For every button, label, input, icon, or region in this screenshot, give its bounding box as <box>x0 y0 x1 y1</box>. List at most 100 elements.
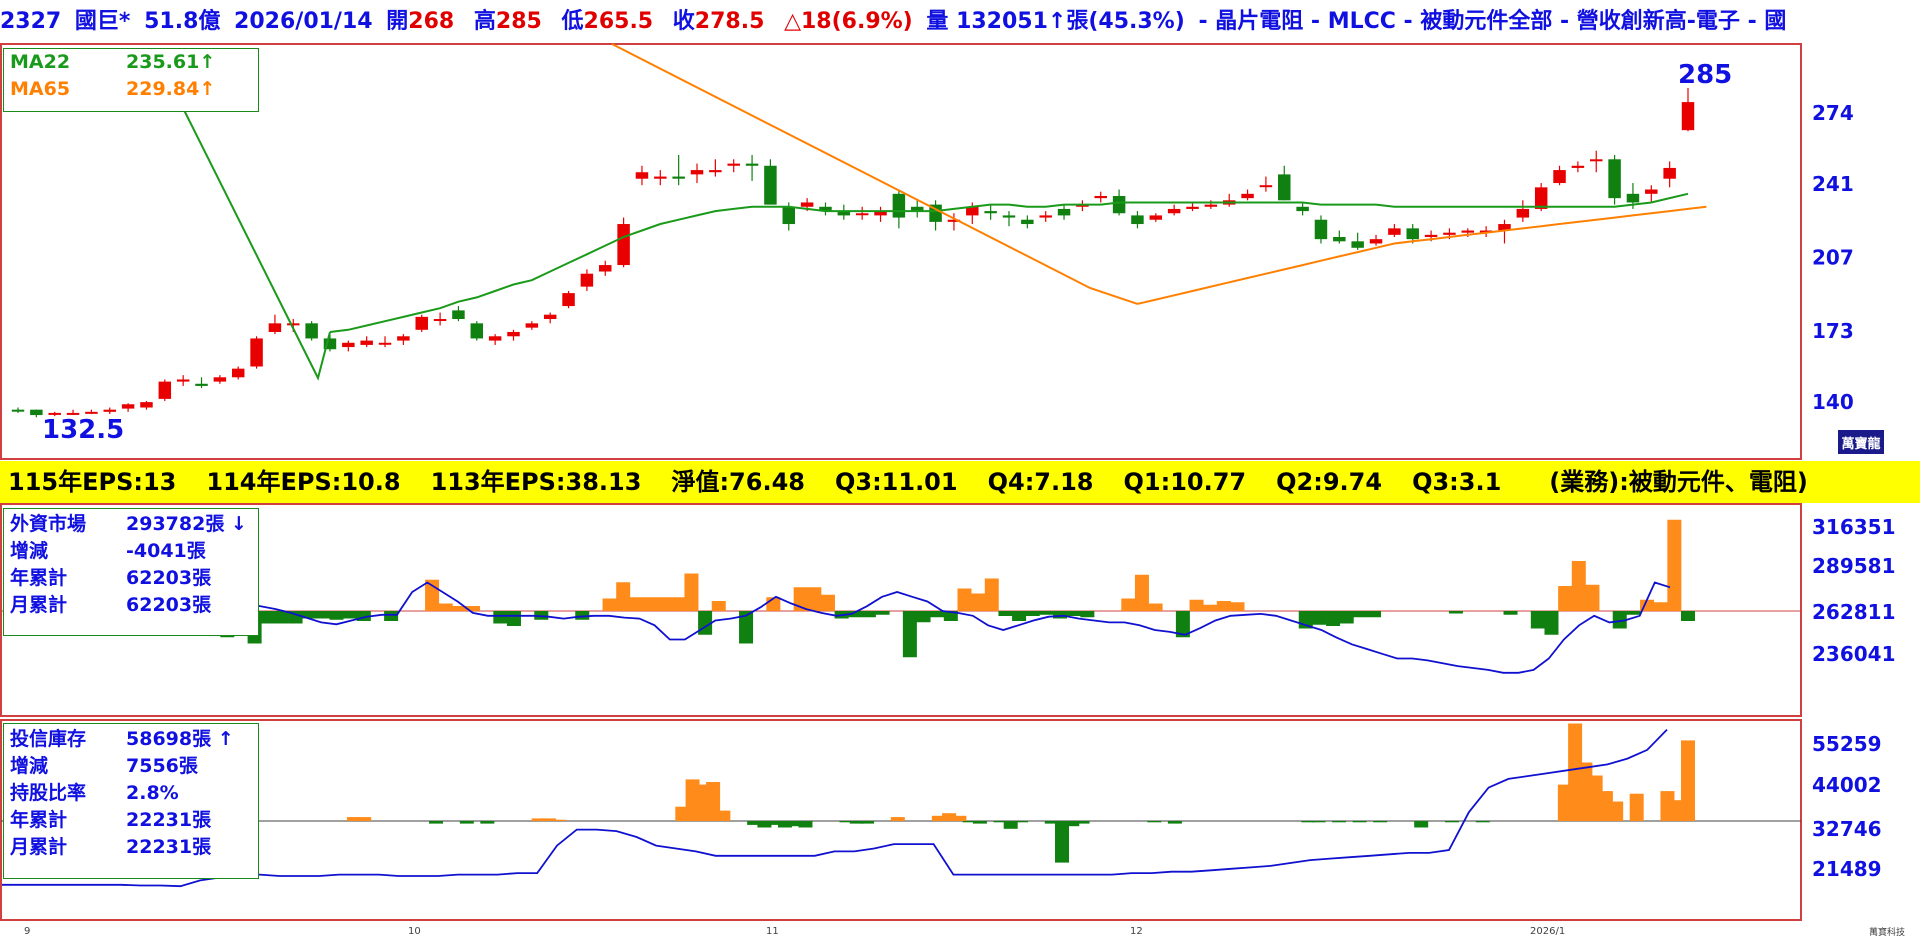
candle-body <box>1076 204 1089 207</box>
foreign-bar <box>384 611 399 621</box>
foreign-ytd-value: 62203張 <box>126 567 212 589</box>
header-bar: 2327 國巨* 51.8億 2026/01/14 開268 高285 低265… <box>0 0 1920 44</box>
candle-body <box>1351 241 1364 248</box>
ma65-label: MA65 <box>10 78 71 100</box>
candle-body <box>360 340 373 345</box>
foreign-bar <box>1585 584 1600 611</box>
trust-bar <box>788 821 803 827</box>
foreign-bar <box>343 611 358 619</box>
trust-bar <box>767 821 782 825</box>
trust-bar <box>1681 740 1695 821</box>
x-tick-label: 11 <box>766 926 779 937</box>
foreign-y-tick: 316351 <box>1812 515 1896 539</box>
foreign-bar <box>629 597 644 611</box>
candle-body <box>1461 230 1475 233</box>
trust-bar <box>1352 821 1367 823</box>
candle-body <box>745 163 759 166</box>
price-panel-frame <box>0 43 1802 460</box>
price-y-tick: 241 <box>1812 172 1854 196</box>
trust-bar <box>1475 821 1490 823</box>
price-high-label: 285 <box>1678 60 1732 90</box>
foreign-bar <box>506 611 521 626</box>
candle-body <box>672 176 685 179</box>
ma65-lead-line <box>611 43 1138 305</box>
trust-change-label: 增減 <box>10 755 49 777</box>
candle-body <box>342 342 355 348</box>
trust-bar <box>541 818 556 821</box>
foreign-bar <box>493 611 508 624</box>
foreign-bar <box>1530 611 1545 629</box>
trust-bar <box>346 817 361 821</box>
trust-bar <box>952 815 967 821</box>
trust-bar <box>1013 821 1028 823</box>
candle-body <box>617 224 630 266</box>
candle-body <box>1002 215 1016 218</box>
foreign-bar <box>1312 611 1327 625</box>
foreign-bar <box>261 611 276 624</box>
trust-y-tick: 55259 <box>1812 732 1882 756</box>
candle-body <box>782 206 796 225</box>
trust-title: 投信庫存 <box>10 728 87 750</box>
foreign-bar <box>1175 611 1190 638</box>
candle-body <box>268 323 282 332</box>
foreign-bar <box>902 611 917 658</box>
foreign-bar <box>1681 611 1695 621</box>
candle-body <box>1259 185 1273 188</box>
trust-mtd-label: 月累計 <box>10 836 68 858</box>
candle-body <box>709 170 722 173</box>
foreign-mtd-value: 62203張 <box>126 594 212 616</box>
high-label: 高 <box>473 9 496 34</box>
foreign-bar <box>848 611 863 618</box>
candle-body <box>1406 228 1419 240</box>
candle-body <box>690 170 704 175</box>
candle-body <box>1388 228 1401 235</box>
trust-bar <box>757 821 772 828</box>
trust-ratio-label: 持股比率 <box>10 782 87 804</box>
foreign-bar <box>1626 611 1641 615</box>
foreign-bar <box>957 588 972 611</box>
trust-bar <box>1311 821 1326 823</box>
candle-body <box>966 206 979 216</box>
candle-body <box>1681 102 1695 131</box>
foreign-bar <box>684 573 699 611</box>
foreign-bar <box>1503 611 1518 615</box>
candle-body <box>929 204 942 222</box>
trust-ytd-value: 22231張 <box>126 809 212 831</box>
foreign-panel-frame <box>0 503 1802 717</box>
tag-list: - 晶片電阻 - MLCC - 被動元件全部 - 營收創新高-電子 - 國 <box>1198 9 1787 34</box>
price-y-tick: 207 <box>1812 245 1854 269</box>
trust-bar <box>552 819 567 821</box>
stock-value: 51.8億 <box>144 9 221 34</box>
candle-body <box>1314 219 1328 240</box>
trust-bar <box>1373 821 1388 823</box>
foreign-bar <box>1367 611 1382 618</box>
candle-body <box>470 323 484 339</box>
trust-ratio-value: 2.8% <box>126 782 179 804</box>
info-item: 115年EPS:13 <box>8 468 177 496</box>
candle-body <box>397 336 410 341</box>
foreign-bar <box>1121 598 1136 611</box>
foreign-bar <box>602 598 617 611</box>
trust-bar <box>1055 821 1070 863</box>
foreign-bar <box>1039 611 1054 615</box>
candle-body <box>1296 206 1309 212</box>
candle-body <box>1590 159 1603 162</box>
info-item: Q2:9.74 <box>1276 468 1383 496</box>
candle-body <box>323 338 337 350</box>
trust-mtd-value: 22231張 <box>126 836 212 858</box>
trust-bar <box>798 821 813 828</box>
foreign-bar <box>820 594 835 611</box>
candle-body <box>1516 208 1530 218</box>
open-label: 開 <box>386 9 409 34</box>
trade-date: 2026/01/14 <box>234 9 373 34</box>
trust-y-tick: 32746 <box>1812 817 1882 841</box>
candle-body <box>984 211 997 214</box>
foreign-total: 293782張 ↓ <box>126 513 247 535</box>
candle-body <box>1039 215 1052 218</box>
candle-body <box>287 323 300 326</box>
foreign-bar <box>1134 574 1149 611</box>
trust-bar <box>777 821 792 828</box>
foreign-bar <box>575 611 590 620</box>
candle-body <box>837 211 851 216</box>
